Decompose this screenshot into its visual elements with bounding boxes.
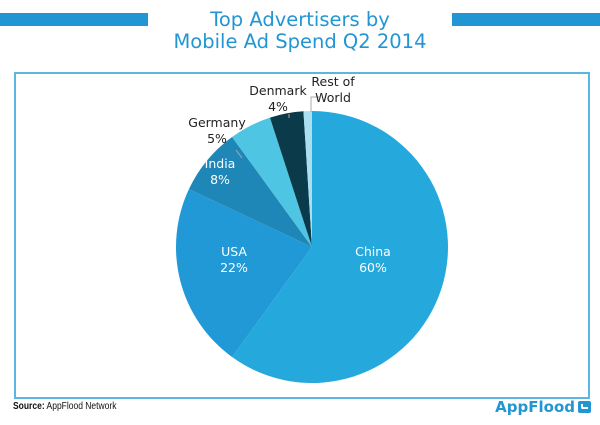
slice-value: 60% bbox=[359, 260, 387, 275]
chart-title-line-2: Mobile Ad Spend Q2 2014 bbox=[173, 30, 427, 53]
pie-slice-denmark bbox=[269, 111, 312, 248]
leader-line-germany bbox=[235, 149, 243, 159]
pie-slice-india bbox=[188, 136, 312, 247]
pie-slice-germany bbox=[232, 117, 312, 247]
chart-frame bbox=[14, 72, 590, 399]
slice-labels: China 60%USA 22%India 8%Germany 5%Denmark 4%R… bbox=[188, 74, 391, 275]
pie-slices bbox=[175, 111, 448, 384]
slice-name: World bbox=[315, 90, 351, 105]
header-bar-left bbox=[0, 13, 148, 26]
pie-slice-rest-of-world bbox=[303, 111, 312, 247]
chart-title-line-1: Top Advertisers by bbox=[210, 8, 390, 31]
logo-mark-icon bbox=[578, 401, 591, 413]
source-text: AppFlood Network bbox=[44, 401, 117, 412]
source-note: Source: AppFlood Network bbox=[13, 401, 116, 412]
leader-lines bbox=[235, 96, 320, 159]
slice-name: Rest of bbox=[311, 74, 355, 89]
slice-value: 4% bbox=[268, 99, 288, 114]
slice-label-india: India 8% bbox=[205, 156, 236, 187]
slice-value: 8% bbox=[210, 172, 230, 187]
source-label: Source: bbox=[13, 401, 45, 412]
pie-slice-usa bbox=[175, 189, 312, 358]
slice-name: Denmark bbox=[249, 83, 307, 98]
leader-line-rest-of-world bbox=[310, 96, 320, 112]
slice-name: India bbox=[205, 156, 236, 171]
appflood-logo: AppFlood bbox=[495, 398, 591, 416]
slice-name: USA bbox=[221, 244, 247, 259]
slice-label-denmark: Denmark 4% bbox=[249, 83, 307, 114]
pie-slice-china bbox=[232, 111, 448, 384]
slice-value: 5% bbox=[207, 131, 227, 146]
header-bar-right bbox=[452, 13, 600, 26]
slice-label-rest-of-world: Rest of World bbox=[311, 74, 355, 105]
chart-title: Top Advertisers by Mobile Ad Spend Q2 20… bbox=[0, 9, 600, 53]
slice-name: Germany bbox=[188, 115, 246, 130]
slice-value: 22% bbox=[220, 260, 248, 275]
slice-label-germany: Germany 5% bbox=[188, 115, 246, 146]
slice-label-china: China 60% bbox=[355, 244, 391, 275]
logo-text: AppFlood bbox=[495, 398, 575, 416]
slice-label-usa: USA 22% bbox=[220, 244, 248, 275]
slice-name: China bbox=[355, 244, 391, 259]
